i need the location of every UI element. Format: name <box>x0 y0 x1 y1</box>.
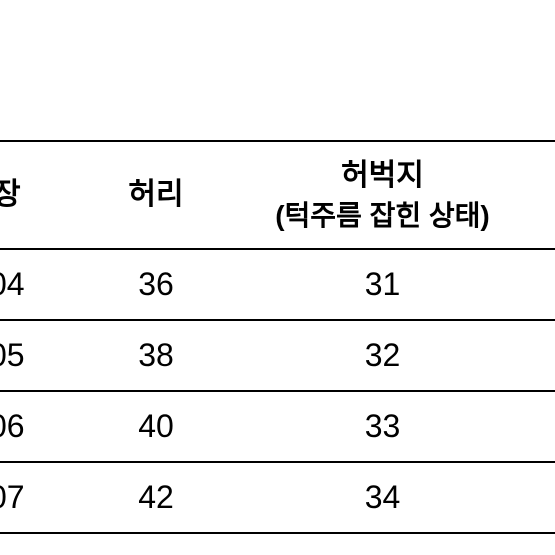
size-table-container: 장 허리 허벅지 (턱주름 잡힌 상태) 밑 04 36 31 33 05 38… <box>0 140 555 534</box>
cell-mit: 36 <box>521 462 555 533</box>
cell-heobeokji: 33 <box>244 391 522 462</box>
cell-mit: 33 <box>521 249 555 320</box>
header-heobeokji-main: 허벅지 <box>341 159 424 192</box>
cell-heori: 40 <box>69 391 244 462</box>
cell-mit: 34 <box>521 320 555 391</box>
table-row: 04 36 31 33 <box>0 249 555 320</box>
cell-heori: 38 <box>69 320 244 391</box>
table-row: 05 38 32 34 <box>0 320 555 391</box>
cell-chongjang: 04 <box>0 249 69 320</box>
cell-heobeokji: 31 <box>244 249 522 320</box>
cell-chongjang: 07 <box>0 462 69 533</box>
table-row: 07 42 34 36 <box>0 462 555 533</box>
cell-heori: 42 <box>69 462 244 533</box>
cell-heori: 36 <box>69 249 244 320</box>
header-heobeokji: 허벅지 (턱주름 잡힌 상태) <box>244 141 522 249</box>
size-table: 장 허리 허벅지 (턱주름 잡힌 상태) 밑 04 36 31 33 05 38… <box>0 140 555 534</box>
header-chongjang: 장 <box>0 141 69 249</box>
cell-heobeokji: 34 <box>244 462 522 533</box>
table-row: 06 40 33 35 <box>0 391 555 462</box>
table-header-row: 장 허리 허벅지 (턱주름 잡힌 상태) 밑 <box>0 141 555 249</box>
cell-chongjang: 05 <box>0 320 69 391</box>
cell-mit: 35 <box>521 391 555 462</box>
cell-heobeokji: 32 <box>244 320 522 391</box>
header-heobeokji-sub: (턱주름 잡힌 상태) <box>250 197 516 235</box>
header-mit: 밑 <box>521 141 555 249</box>
header-heori: 허리 <box>69 141 244 249</box>
cell-chongjang: 06 <box>0 391 69 462</box>
